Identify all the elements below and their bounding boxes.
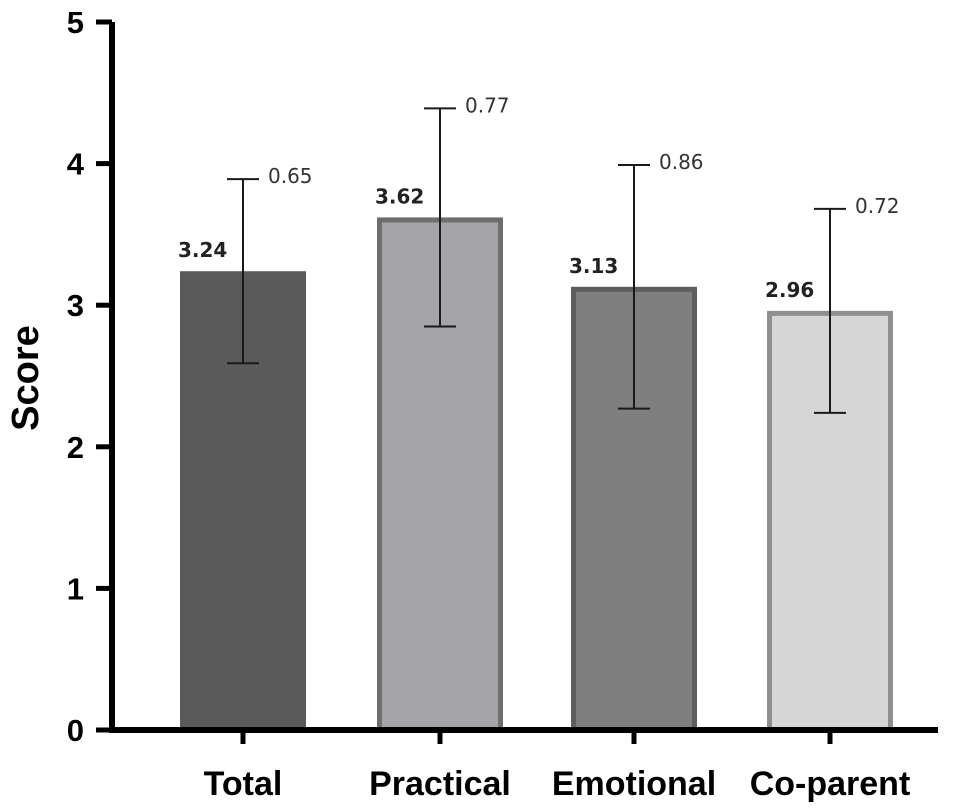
error-bars bbox=[227, 107, 846, 414]
value-label: 3.62 bbox=[375, 184, 424, 208]
sd-label: 0.77 bbox=[465, 93, 510, 117]
value-label: 3.24 bbox=[178, 238, 227, 262]
x-category-label: Practical bbox=[369, 765, 511, 803]
y-tick-label: 5 bbox=[67, 5, 84, 40]
x-category-label: Emotional bbox=[552, 765, 716, 803]
sd-label: 0.72 bbox=[855, 194, 900, 218]
value-label: 3.13 bbox=[569, 254, 618, 278]
y-tick-label: 1 bbox=[67, 571, 84, 606]
y-tick-label: 0 bbox=[67, 713, 84, 748]
x-category-label: Total bbox=[204, 765, 283, 803]
axes-frame bbox=[109, 22, 938, 733]
x-category-label: Co-parent bbox=[750, 765, 911, 803]
value-label: 2.96 bbox=[765, 278, 814, 302]
sd-label: 0.65 bbox=[268, 164, 313, 188]
y-tick-label: 3 bbox=[67, 288, 84, 323]
sd-label: 0.86 bbox=[659, 150, 704, 174]
y-tick-label: 2 bbox=[67, 430, 84, 465]
y-axis-ticks: 0 1 2 3 4 5 bbox=[67, 5, 112, 748]
data-labels: 3.24 0.65 3.62 0.77 3.13 0.86 2.96 0.72 bbox=[178, 93, 900, 301]
y-axis-title: Score bbox=[5, 325, 47, 431]
y-tick-label: 4 bbox=[67, 147, 85, 182]
x-axis-categories: Total Practical Emotional Co-parent bbox=[204, 730, 911, 803]
